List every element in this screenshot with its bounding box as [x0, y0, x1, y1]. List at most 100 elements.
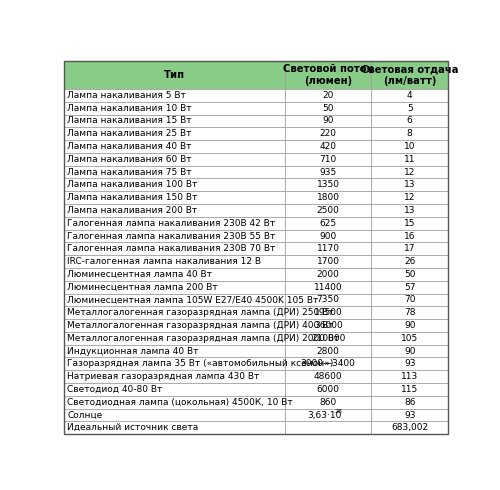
Bar	[372, 191, 448, 204]
Bar	[372, 102, 448, 115]
Text: 93: 93	[404, 411, 415, 419]
Text: 683,002: 683,002	[391, 423, 428, 432]
Bar	[64, 306, 285, 319]
Bar	[64, 421, 285, 434]
Bar	[372, 115, 448, 127]
Bar	[285, 230, 372, 243]
Text: 113: 113	[401, 372, 418, 381]
Bar	[64, 191, 285, 204]
Bar	[285, 204, 372, 217]
Bar	[372, 140, 448, 153]
Text: 90: 90	[322, 117, 334, 125]
Bar	[285, 396, 372, 409]
Bar	[285, 89, 372, 102]
Text: 1170: 1170	[316, 245, 340, 253]
Text: Световая отдача
(лм/ватт): Световая отдача (лм/ватт)	[361, 64, 458, 86]
Text: 2500: 2500	[316, 206, 340, 215]
Text: 48600: 48600	[314, 372, 342, 381]
Bar	[285, 370, 372, 383]
Text: 3000—3400: 3000—3400	[300, 359, 356, 368]
Text: 28: 28	[334, 409, 342, 415]
Bar	[372, 204, 448, 217]
Bar	[372, 127, 448, 140]
Bar	[372, 178, 448, 191]
Text: Газоразрядная лампа 35 Вт («автомобильный ксенон»): Газоразрядная лампа 35 Вт («автомобильны…	[67, 359, 334, 368]
Bar	[64, 127, 285, 140]
Bar	[285, 421, 372, 434]
Text: Лампа накаливания 25 Вт: Лампа накаливания 25 Вт	[67, 129, 192, 138]
Text: IRC-галогенная лампа накаливания 12 В: IRC-галогенная лампа накаливания 12 В	[67, 257, 261, 266]
Bar	[372, 396, 448, 409]
Text: Индукционная лампа 40 Вт: Индукционная лампа 40 Вт	[67, 346, 198, 356]
Text: 5: 5	[407, 104, 412, 113]
Text: 12: 12	[404, 168, 415, 176]
Bar	[285, 127, 372, 140]
Bar	[64, 178, 285, 191]
Text: Галогенная лампа накаливания 230В 42 Вт: Галогенная лампа накаливания 230В 42 Вт	[67, 219, 276, 228]
Bar	[372, 268, 448, 281]
Bar	[372, 230, 448, 243]
Bar	[64, 319, 285, 332]
Bar	[285, 140, 372, 153]
Bar	[285, 383, 372, 396]
Text: Люминесцентная лампа 40 Вт: Люминесцентная лампа 40 Вт	[67, 270, 212, 279]
Text: 12: 12	[404, 193, 415, 202]
Text: 11400: 11400	[314, 283, 342, 292]
Text: 26: 26	[404, 257, 415, 266]
Text: Металлогалогенная газоразрядная лампа (ДРИ) 400 Вт: Металлогалогенная газоразрядная лампа (Д…	[67, 321, 334, 330]
Bar	[372, 166, 448, 178]
Bar	[64, 396, 285, 409]
Bar	[285, 358, 372, 370]
Text: Люминесцентная лампа 200 Вт: Люминесцентная лампа 200 Вт	[67, 283, 218, 292]
Text: 93: 93	[404, 359, 415, 368]
Bar	[372, 217, 448, 230]
Bar	[372, 358, 448, 370]
Text: 420: 420	[320, 142, 336, 151]
Bar	[64, 409, 285, 421]
Text: 17: 17	[404, 245, 415, 253]
Bar	[285, 319, 372, 332]
Bar	[64, 344, 285, 358]
Bar	[372, 370, 448, 383]
Bar	[64, 370, 285, 383]
Bar	[285, 61, 372, 89]
Text: 86: 86	[404, 398, 415, 407]
Text: 36000: 36000	[314, 321, 342, 330]
Text: Металлогалогенная газоразрядная лампа (ДРИ) 250 Вт: Металлогалогенная газоразрядная лампа (Д…	[67, 308, 334, 317]
Text: 710: 710	[320, 155, 337, 164]
Text: 1350: 1350	[316, 180, 340, 189]
Bar	[64, 294, 285, 306]
Text: Светодиод 40-80 Вт: Светодиод 40-80 Вт	[67, 385, 162, 394]
Text: Лампа накаливания 75 Вт: Лампа накаливания 75 Вт	[67, 168, 192, 176]
Text: 4: 4	[407, 91, 412, 100]
Bar	[285, 281, 372, 294]
Bar	[64, 153, 285, 166]
Text: 900: 900	[320, 232, 337, 241]
Text: 13: 13	[404, 180, 415, 189]
Bar	[285, 306, 372, 319]
Text: Лампа накаливания 60 Вт: Лампа накаливания 60 Вт	[67, 155, 192, 164]
Text: Лампа накаливания 40 Вт: Лампа накаливания 40 Вт	[67, 142, 192, 151]
Bar	[372, 281, 448, 294]
Bar	[64, 255, 285, 268]
Text: 19500: 19500	[314, 308, 342, 317]
Text: Солнце: Солнце	[67, 411, 102, 419]
Text: Лампа накаливания 150 Вт: Лампа накаливания 150 Вт	[67, 193, 198, 202]
Text: Галогенная лампа накаливания 230В 55 Вт: Галогенная лампа накаливания 230В 55 Вт	[67, 232, 276, 241]
Text: 57: 57	[404, 283, 415, 292]
Bar	[64, 217, 285, 230]
Bar	[372, 344, 448, 358]
Bar	[285, 344, 372, 358]
Bar	[64, 166, 285, 178]
Text: Металлогалогенная газоразрядная лампа (ДРИ) 2000 Вт: Металлогалогенная газоразрядная лампа (Д…	[67, 334, 340, 343]
Text: 8: 8	[407, 129, 412, 138]
Text: 78: 78	[404, 308, 415, 317]
Bar	[64, 230, 285, 243]
Text: 6: 6	[407, 117, 412, 125]
Bar	[372, 255, 448, 268]
Bar	[285, 166, 372, 178]
Text: 90: 90	[404, 346, 415, 356]
Text: 6000: 6000	[316, 385, 340, 394]
Bar	[285, 243, 372, 255]
Text: 50: 50	[322, 104, 334, 113]
